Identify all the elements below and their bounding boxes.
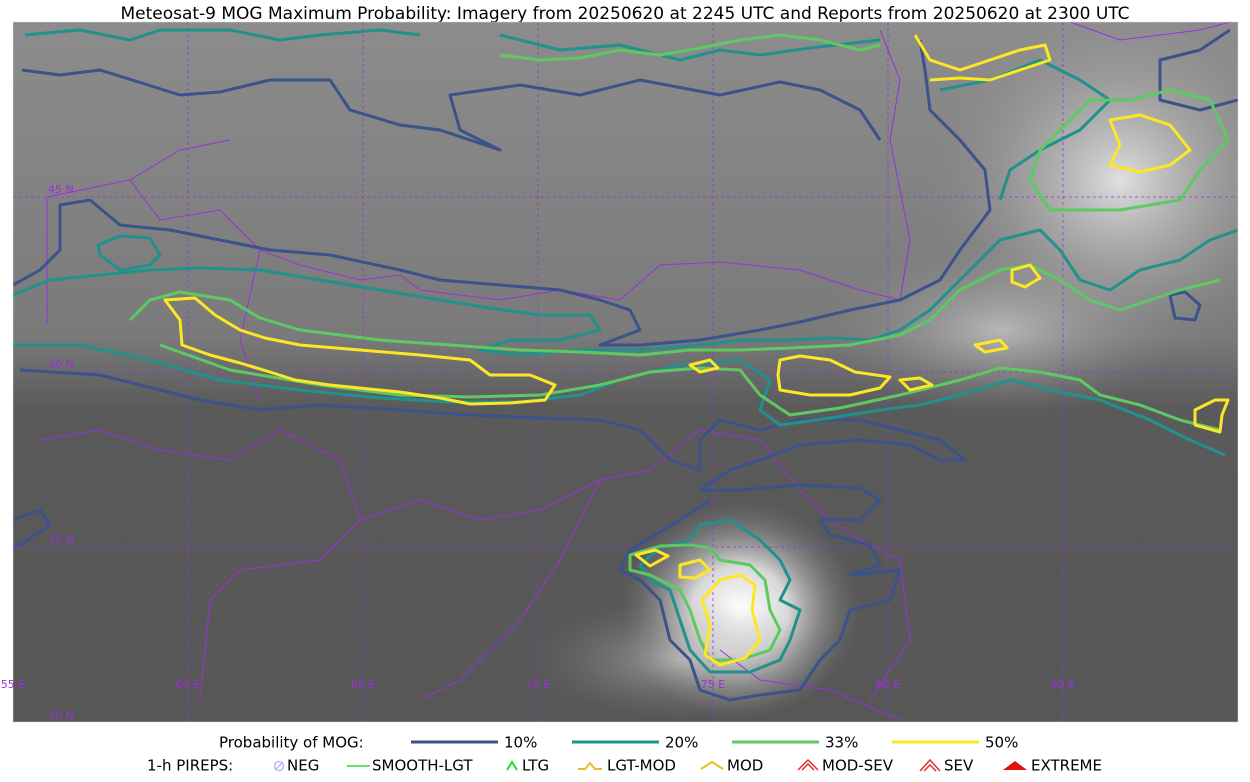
map	[13, 22, 1238, 722]
pireps-legend: 1-h PIREPS: NEG SMOOTH-LGT LTG LGT-MOD M…	[147, 757, 1102, 775]
longitude-label: 85 E	[1051, 678, 1075, 691]
legend-item: MOD-SEV	[822, 757, 894, 775]
longitude-label: 65 E	[351, 678, 375, 691]
title: Meteosat-9 MOG Maximum Probability: Imag…	[120, 4, 1129, 24]
legend-item: 20%	[665, 734, 698, 752]
graticule-labels: 45 N 40 N 35 N 30 N 55 E 60 E 65 E 70 E …	[1, 183, 1075, 722]
legend-heading: Probability of MOG:	[219, 734, 364, 752]
longitude-label: 75 E	[701, 678, 725, 691]
legend-item: 33%	[825, 734, 858, 752]
legend-item: LTG	[522, 757, 549, 775]
latitude-label: 45 N	[48, 183, 74, 196]
latitude-label: 40 N	[48, 358, 74, 371]
legend-item: LGT-MOD	[607, 757, 676, 775]
legend-item: 50%	[985, 734, 1018, 752]
legend-item: SMOOTH-LGT	[372, 757, 473, 775]
legend-item: EXTREME	[1031, 757, 1102, 775]
latitude-label: 35 N	[48, 533, 74, 546]
legend-item: 10%	[504, 734, 537, 752]
legend-heading: 1-h PIREPS:	[147, 757, 233, 775]
legend-item: NEG	[287, 757, 319, 775]
legend-item: SEV	[944, 757, 974, 775]
longitude-label: 55 E	[1, 678, 25, 691]
longitude-label: 60 E	[176, 678, 200, 691]
longitude-label: 70 E	[526, 678, 550, 691]
longitude-label: 80 E	[876, 678, 900, 691]
legend-item: MOD	[727, 757, 763, 775]
probability-legend: Probability of MOG: 10% 20% 33% 50%	[219, 734, 1018, 752]
latitude-label: 30 N	[48, 709, 74, 722]
